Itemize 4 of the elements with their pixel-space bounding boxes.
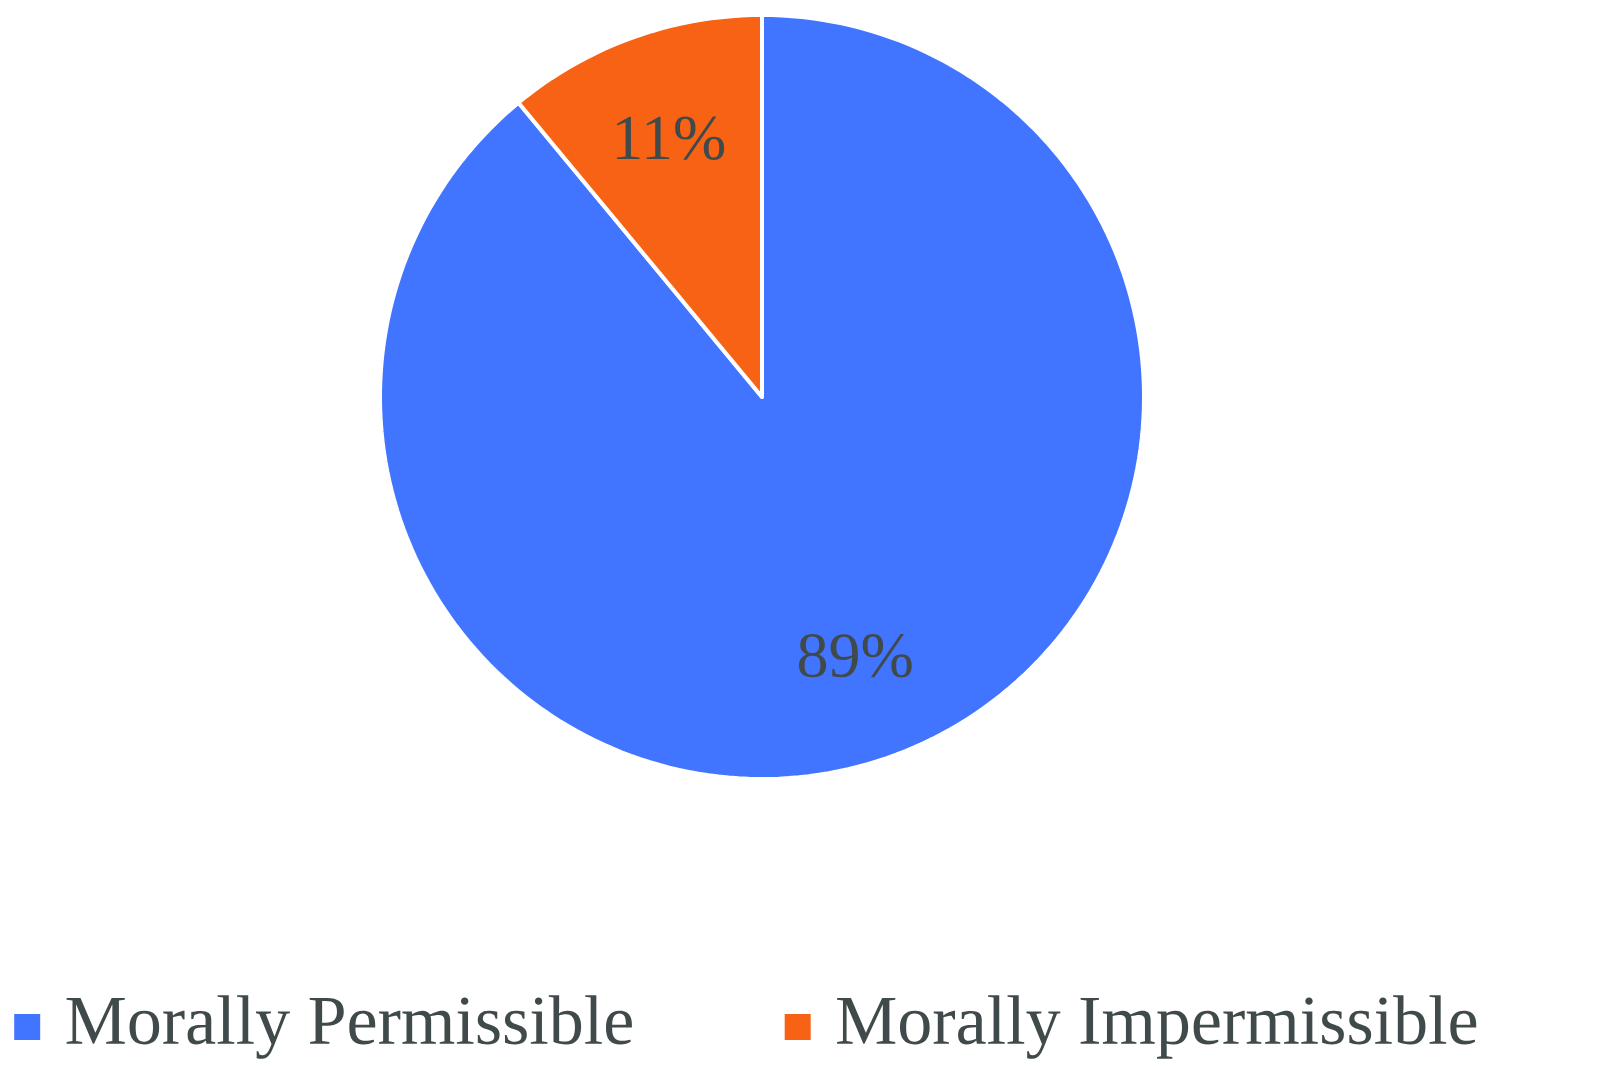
data-label: 11% bbox=[616, 116, 725, 160]
legend-label: Morally Permissible bbox=[66, 995, 632, 1059]
legend-label: Morally Impermissible bbox=[837, 995, 1477, 1059]
data-label: 89% bbox=[798, 634, 912, 678]
